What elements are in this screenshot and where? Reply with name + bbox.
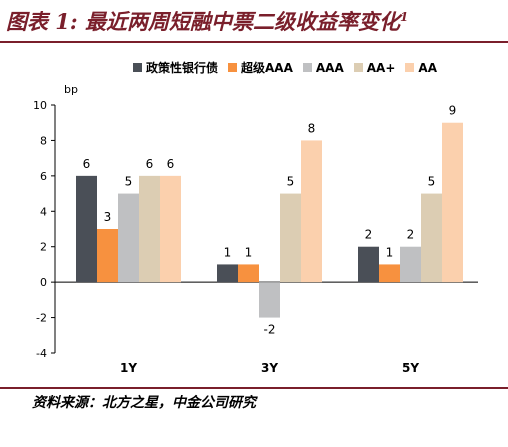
data-label: 6 bbox=[167, 157, 175, 171]
legend-swatch bbox=[228, 63, 238, 72]
data-label: 1 bbox=[245, 245, 253, 259]
x-tick-label: 3Y bbox=[261, 361, 278, 375]
legend-item: AA+ bbox=[353, 60, 396, 75]
legend-label: AA bbox=[418, 60, 437, 75]
bar bbox=[97, 229, 118, 283]
legend-label: AA+ bbox=[366, 60, 396, 75]
y-tick-label: -4 bbox=[36, 347, 47, 360]
legend-label: AAA bbox=[315, 60, 344, 75]
data-label: 2 bbox=[365, 228, 373, 242]
data-label: 6 bbox=[83, 157, 91, 171]
legend-swatch bbox=[353, 63, 363, 72]
bar bbox=[238, 264, 259, 283]
data-label: 1 bbox=[386, 245, 394, 259]
source-note: 资料来源：北方之星，中金公司研究 bbox=[32, 395, 256, 411]
data-label: 9 bbox=[449, 104, 457, 118]
legend-item: AA bbox=[405, 61, 437, 75]
bar bbox=[421, 193, 442, 283]
legend-item: AAA bbox=[302, 60, 344, 75]
legend-item: 超级AAA bbox=[228, 59, 293, 76]
y-tick-label: 2 bbox=[40, 241, 47, 254]
legend-label: 超级AAA bbox=[241, 61, 293, 75]
data-label: 5 bbox=[287, 175, 295, 189]
legend-item: 政策性银行债 bbox=[133, 59, 218, 76]
chart-title: 图表 1: 最近两周短融中票二级收益率变化1 bbox=[6, 6, 408, 36]
bar bbox=[301, 140, 322, 283]
y-axis-label: bp bbox=[64, 83, 78, 96]
data-label: 6 bbox=[146, 157, 154, 171]
bar bbox=[379, 264, 400, 283]
bar bbox=[442, 122, 463, 283]
data-label: 1 bbox=[224, 245, 232, 259]
y-tick-label: -2 bbox=[36, 312, 47, 325]
y-tick-label: 10 bbox=[33, 99, 47, 112]
legend-swatch bbox=[302, 63, 312, 72]
data-label: 3 bbox=[104, 210, 112, 224]
header-divider bbox=[0, 41, 508, 43]
bar bbox=[259, 282, 280, 318]
bar bbox=[358, 246, 379, 283]
data-label: -2 bbox=[264, 323, 276, 337]
data-label: 5 bbox=[428, 175, 436, 189]
bar bbox=[118, 193, 139, 283]
chart-legend: 政策性银行债 超级AAA AAA AA+ AA bbox=[133, 59, 447, 76]
bar bbox=[217, 264, 238, 283]
bar bbox=[280, 193, 301, 283]
y-tick-label: 8 bbox=[40, 134, 47, 147]
bar bbox=[160, 175, 181, 283]
chart-title-footnote: 1 bbox=[399, 10, 409, 24]
y-tick-label: 6 bbox=[40, 170, 47, 183]
data-label: 8 bbox=[308, 121, 316, 135]
legend-swatch bbox=[405, 63, 415, 72]
legend-label: 政策性银行债 bbox=[146, 61, 219, 75]
footer-divider bbox=[0, 387, 508, 389]
x-tick-label: 5Y bbox=[402, 361, 419, 375]
bar bbox=[76, 175, 97, 283]
y-tick-label: 4 bbox=[40, 205, 47, 218]
bar bbox=[400, 246, 421, 283]
chart-title-text: 图表 1: 最近两周短融中票二级收益率变化 bbox=[6, 9, 400, 34]
x-tick-label: 1Y bbox=[120, 361, 137, 375]
data-label: 5 bbox=[125, 175, 133, 189]
bar bbox=[139, 175, 160, 283]
legend-swatch bbox=[133, 63, 142, 72]
y-tick-label: 0 bbox=[40, 276, 47, 289]
data-label: 2 bbox=[407, 228, 415, 242]
